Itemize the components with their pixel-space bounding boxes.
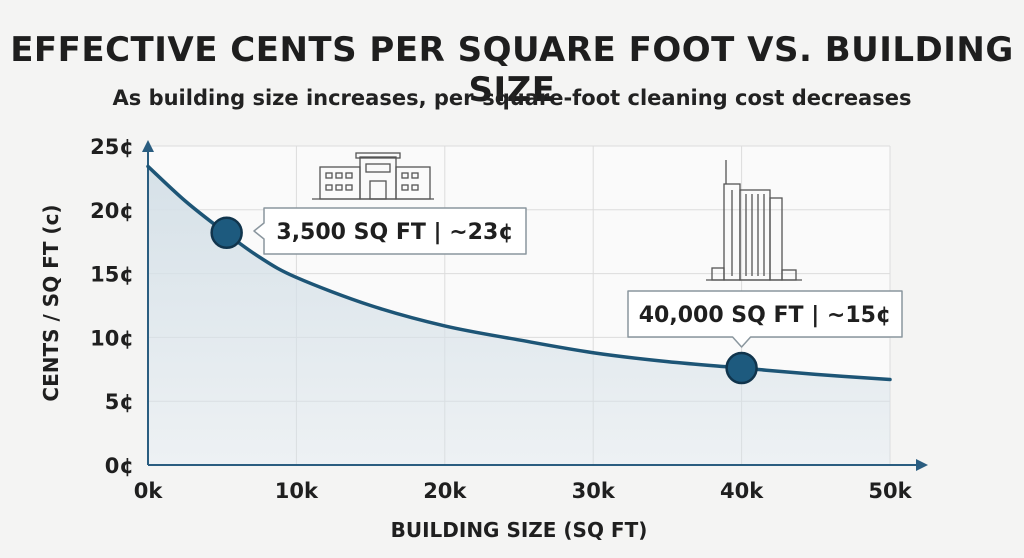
callout-box (627, 290, 903, 348)
y-tick-label: 25¢ (90, 135, 134, 159)
y-axis-arrow (142, 140, 154, 152)
x-axis-title: BUILDING SIZE (SQ FT) (391, 518, 648, 542)
y-tick-label: 5¢ (105, 390, 134, 414)
data-point-marker (210, 216, 243, 250)
annotations: 3,500 SQ FT | ~23¢ 40,000 SQ FT | ~15¢ (210, 207, 903, 385)
high-rise-office-tower-icon (706, 160, 802, 281)
x-tick-label: 50k (868, 479, 912, 503)
data-point-marker (725, 351, 758, 385)
callout-label: 40,000 SQ FT | ~15¢ (639, 303, 892, 328)
x-tick-label: 0k (134, 479, 164, 503)
y-tick-label: 10¢ (90, 326, 134, 350)
y-tick-label: 0¢ (105, 454, 134, 478)
area-layer (148, 166, 890, 465)
x-tick-label: 10k (275, 479, 319, 503)
chart-subtitle: As building size increases, per-square-f… (112, 86, 912, 110)
low-rise-office-building-icon (312, 152, 434, 200)
axes (142, 140, 928, 471)
chart-title: EFFECTIVE CENTS PER SQUARE FOOT VS. BUIL… (10, 30, 1014, 110)
area-fill (148, 166, 890, 465)
callout-box (253, 207, 527, 255)
callout-1: 3,500 SQ FT | ~23¢ (210, 207, 527, 255)
x-tick-label: 30k (572, 479, 616, 503)
x-tick-label: 20k (423, 479, 467, 503)
callout-label: 3,500 SQ FT | ~23¢ (276, 220, 513, 245)
tick-labels: 0k 10k 20k 30k 40k 50k 0¢ 5¢ 10¢ 15¢ 20¢ 25¢ (90, 135, 912, 503)
y-tick-label: 20¢ (90, 199, 134, 223)
x-axis-arrow (916, 459, 928, 471)
x-tick-label: 40k (720, 479, 764, 503)
y-axis-title: CENTS / SQ FT (c) (39, 204, 63, 401)
y-tick-label: 15¢ (90, 263, 134, 287)
callout-2: 40,000 SQ FT | ~15¢ (627, 290, 903, 385)
